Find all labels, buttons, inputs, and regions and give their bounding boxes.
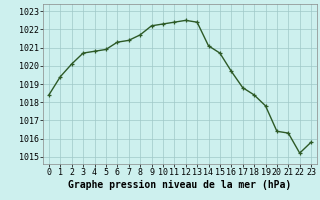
X-axis label: Graphe pression niveau de la mer (hPa): Graphe pression niveau de la mer (hPa) <box>68 180 292 190</box>
